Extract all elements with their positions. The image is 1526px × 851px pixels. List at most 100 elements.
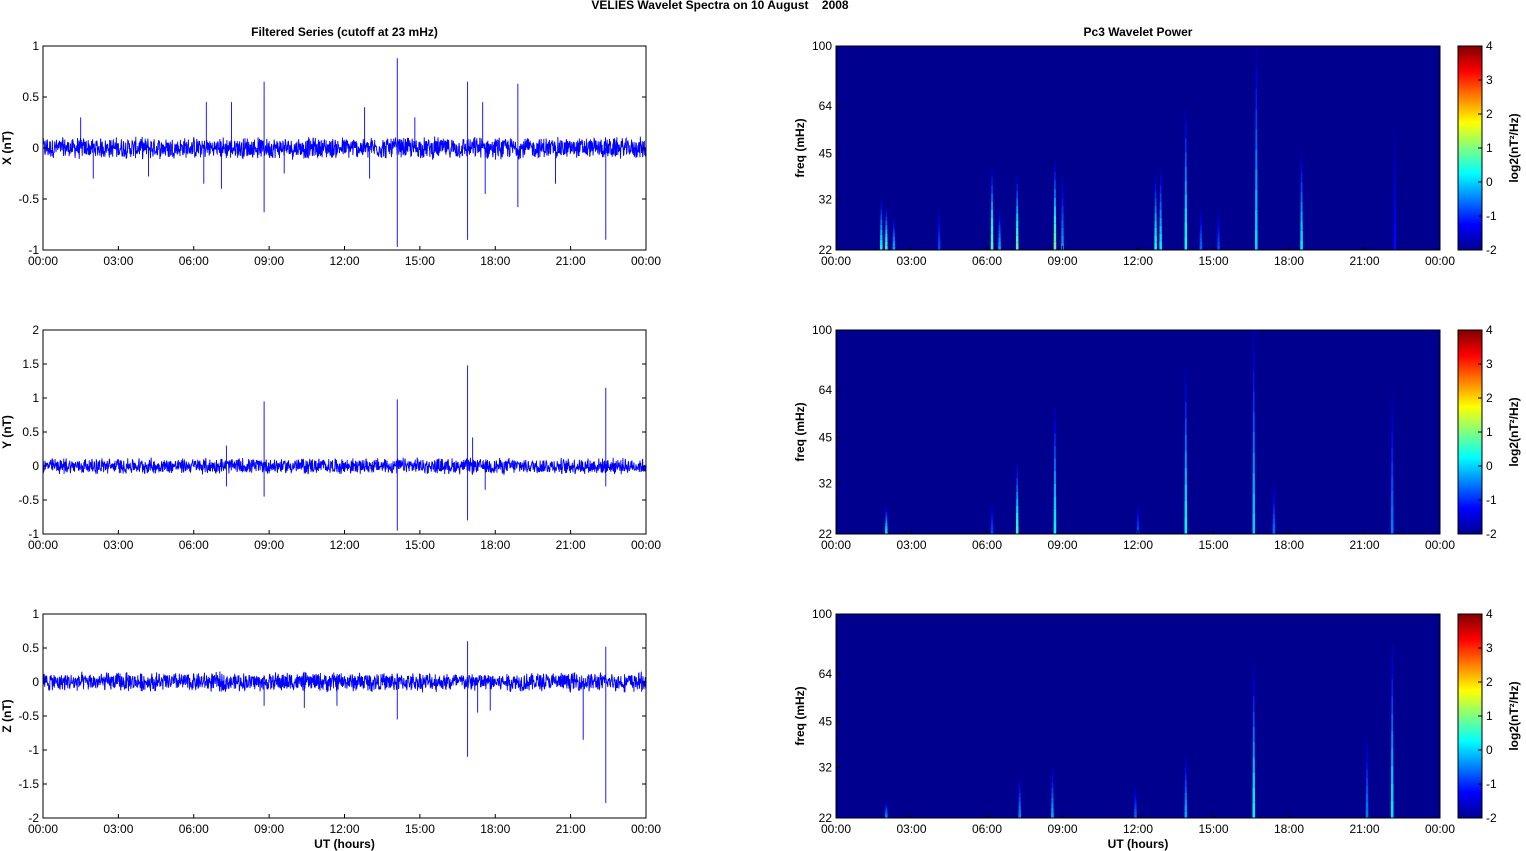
power-event xyxy=(991,504,993,509)
power-event xyxy=(990,225,994,234)
x-tick-label: 00:00 xyxy=(821,254,851,268)
power-event xyxy=(1253,681,1255,697)
power-event xyxy=(1053,521,1057,534)
power-event xyxy=(1273,498,1275,504)
power-event xyxy=(998,237,1001,242)
power-event xyxy=(1252,726,1255,742)
x-tick-label: 12:00 xyxy=(1123,254,1153,268)
x-tick-label: 12:00 xyxy=(329,822,359,836)
colorbar: -2 -1 0 1 2 3 4 log2(nT²/Hz) xyxy=(1457,607,1521,825)
power-event xyxy=(1051,767,1054,773)
power-event xyxy=(999,208,1001,213)
y-tick-label: 0 xyxy=(32,141,39,155)
power-event xyxy=(1159,241,1162,250)
power-event xyxy=(1159,225,1162,234)
power-event xyxy=(1134,785,1137,789)
x-tick-label: 06:00 xyxy=(179,254,209,268)
power-event xyxy=(1137,504,1139,509)
power-event xyxy=(1365,809,1369,818)
power-event xyxy=(1018,813,1022,818)
power-event xyxy=(1200,216,1202,221)
power-event xyxy=(1015,242,1019,250)
colorbar-tick-label: 2 xyxy=(1486,391,1493,405)
power-event xyxy=(1393,158,1396,172)
power-event xyxy=(1016,227,1019,236)
power-event xyxy=(1217,212,1220,217)
power-event xyxy=(885,237,888,242)
power-event xyxy=(938,237,941,242)
x-tick-label: 00:00 xyxy=(28,538,58,552)
x-axis-label: UT (hours) xyxy=(314,837,375,851)
power-event xyxy=(1184,500,1188,518)
power-event xyxy=(991,508,993,512)
power-event xyxy=(880,234,883,240)
power-event xyxy=(885,517,888,521)
power-event xyxy=(885,812,888,815)
power-event xyxy=(1391,678,1393,697)
power-event xyxy=(1061,191,1064,199)
power-event xyxy=(1184,786,1187,793)
power-event xyxy=(1184,180,1187,195)
power-event xyxy=(880,199,882,205)
y-tick-label: 0 xyxy=(32,675,39,689)
power-event xyxy=(1015,235,1019,243)
power-event xyxy=(1217,233,1220,238)
figure-title: VELIES Wavelet Spectra on 10 August 2008 xyxy=(591,0,849,12)
power-event xyxy=(1136,521,1140,525)
power-event xyxy=(885,514,888,518)
colorbar-tick-label: 3 xyxy=(1486,641,1493,655)
power-event xyxy=(885,208,887,213)
colorbar-tick-label: 1 xyxy=(1486,709,1493,723)
power-event xyxy=(1272,523,1276,529)
power-event xyxy=(1391,748,1394,766)
power-event xyxy=(892,240,896,244)
power-event xyxy=(998,224,1001,230)
power-event xyxy=(1366,753,1368,762)
x-tick-label: 12:00 xyxy=(1123,538,1153,552)
x-tick-label: 15:00 xyxy=(405,822,435,836)
colorbar-tick-label: 4 xyxy=(1486,323,1493,337)
power-event xyxy=(1199,241,1203,246)
spectrogram-area xyxy=(836,330,1440,534)
power-event xyxy=(1252,452,1255,473)
x-tick-label: 03:00 xyxy=(896,538,926,552)
power-event xyxy=(1053,471,1056,484)
power-event xyxy=(1300,201,1303,212)
power-event xyxy=(1252,772,1255,788)
series-panel-3: -2 -1.5 -1 -0.5 0 0.5 1 00:00 03:00 06:00 09:00 12:… xyxy=(0,607,661,851)
y-tick-label: 0.5 xyxy=(22,641,39,655)
power-event xyxy=(991,514,993,518)
power-event xyxy=(1391,404,1393,419)
power-event xyxy=(1015,527,1019,534)
power-event xyxy=(1016,505,1019,513)
y-axis-label: X (nT) xyxy=(0,131,14,165)
x-tick-label: 03:00 xyxy=(103,538,133,552)
power-event xyxy=(1018,797,1021,802)
power-event xyxy=(1252,472,1255,494)
power-event xyxy=(1200,224,1202,230)
power-event xyxy=(885,804,888,806)
power-event xyxy=(1016,183,1018,192)
x-tick-label: 06:00 xyxy=(179,538,209,552)
power-event xyxy=(1391,765,1394,784)
power-event xyxy=(1051,792,1054,798)
power-event xyxy=(1159,217,1162,226)
power-event xyxy=(1053,232,1057,242)
y-tick-label: -0.5 xyxy=(18,192,39,206)
power-event xyxy=(1391,476,1394,491)
power-event xyxy=(1366,737,1368,746)
power-event xyxy=(1391,390,1393,405)
x-tick-label: 00:00 xyxy=(1425,822,1455,836)
power-event xyxy=(1252,432,1255,453)
x-tick-label: 12:00 xyxy=(1123,822,1153,836)
power-event xyxy=(938,233,941,238)
power-event xyxy=(1391,447,1394,463)
power-event xyxy=(991,511,993,515)
power-event xyxy=(1199,237,1203,242)
power-event xyxy=(1185,401,1187,419)
power-event xyxy=(1019,780,1021,785)
y-tick-label: -1 xyxy=(28,743,39,757)
power-event xyxy=(885,807,888,810)
power-event xyxy=(1255,68,1257,89)
power-event xyxy=(880,229,883,235)
